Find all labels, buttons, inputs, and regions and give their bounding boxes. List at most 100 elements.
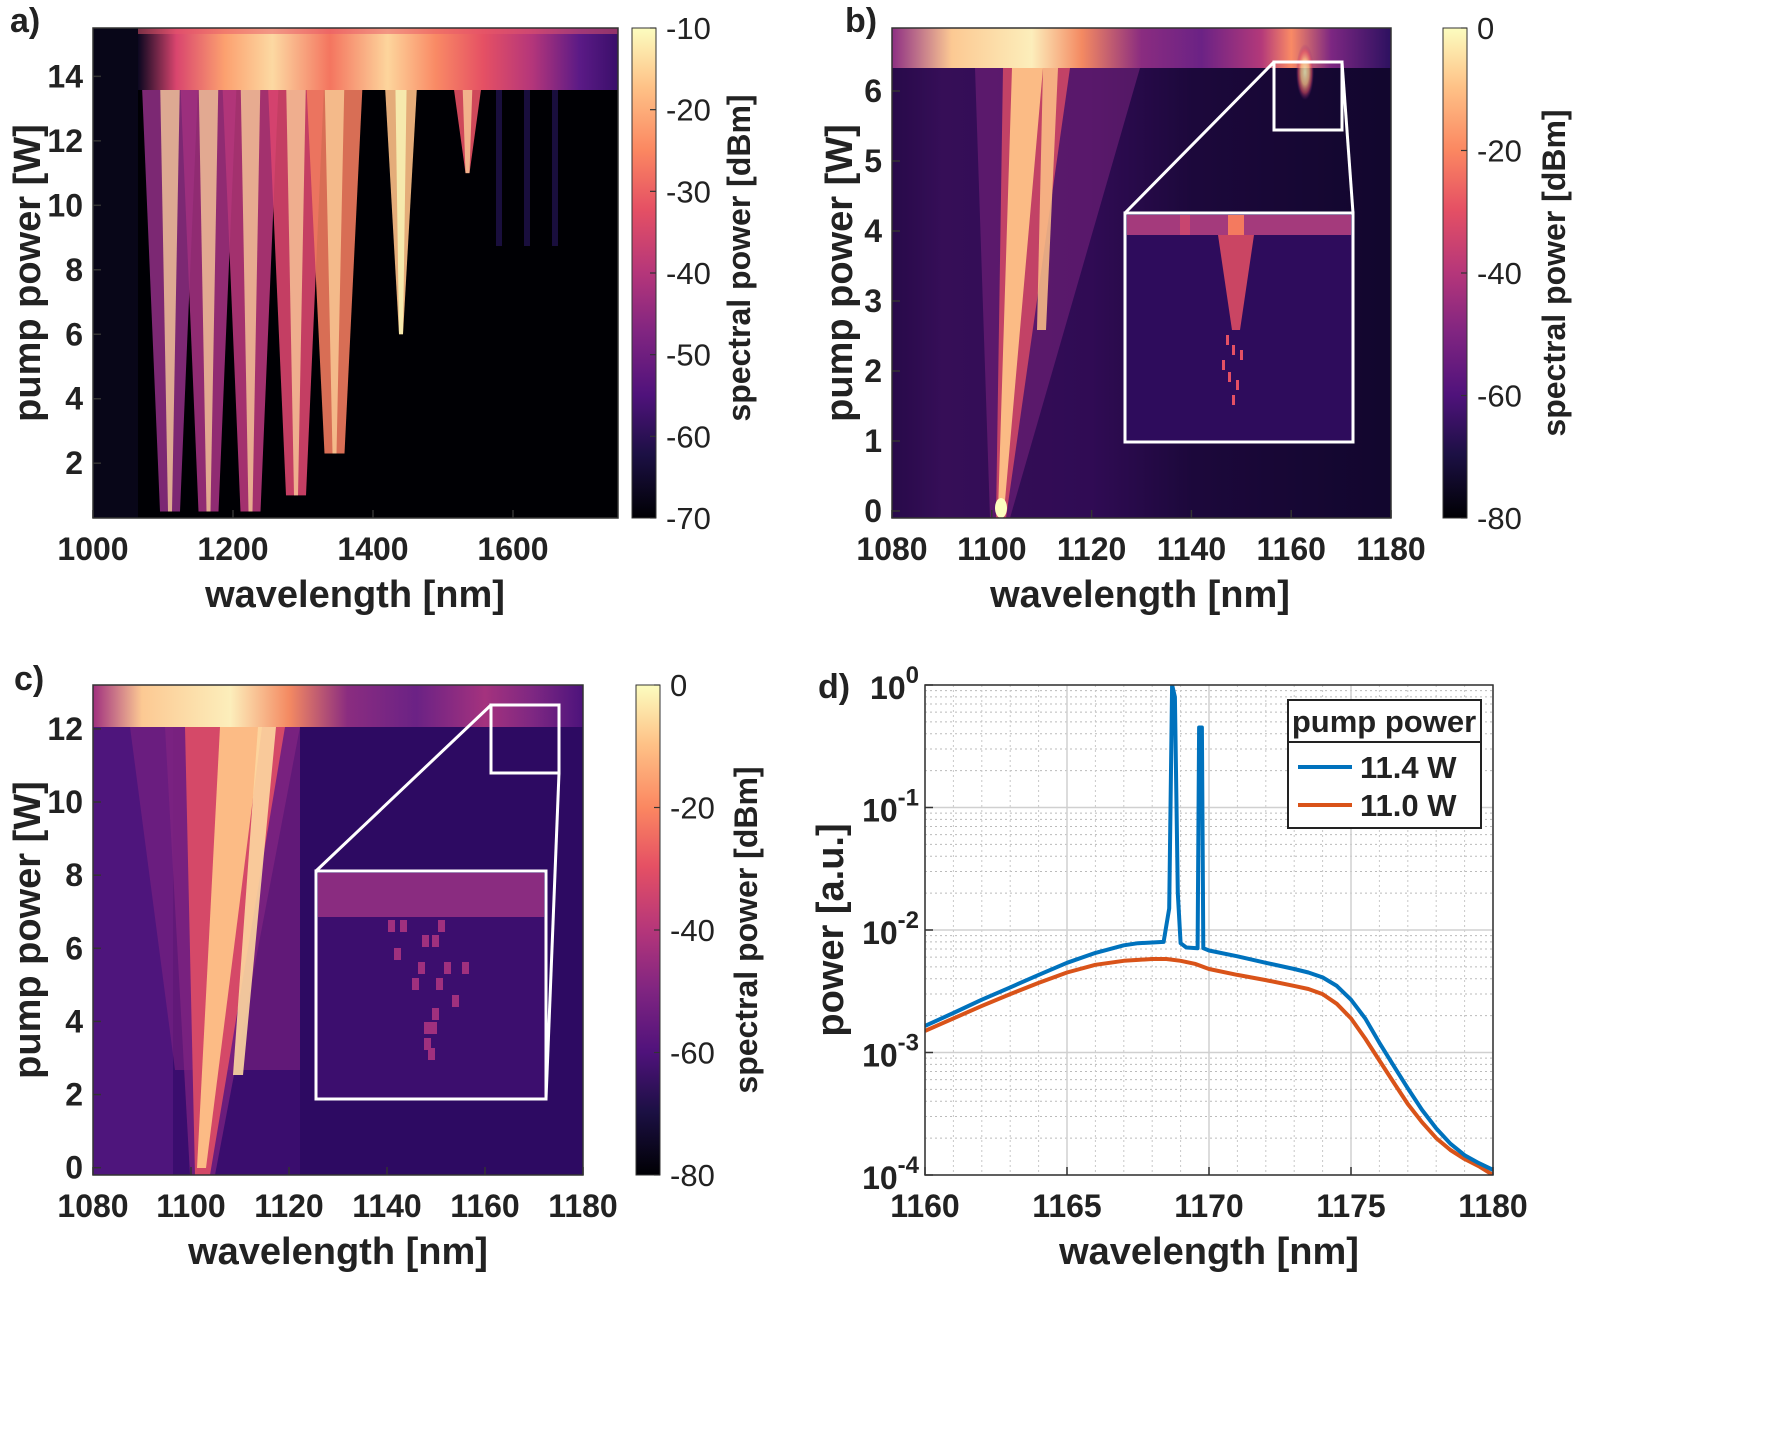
panel-d-legend: pump power 11.4 W 11.0 W <box>1287 699 1482 829</box>
x-tick-label: 1400 <box>337 531 408 567</box>
x-tick-label: 1140 <box>352 1188 421 1224</box>
panel-a-y-ticks: 2 4 6 8 10 12 14 <box>47 58 101 481</box>
x-tick-label: 1170 <box>1174 1188 1243 1224</box>
panel-b-colorbar-ticks: 0 -20 -40 -60 -80 <box>1461 11 1522 536</box>
panel-c-y-axis-title: pump power [W] <box>7 781 49 1079</box>
panel-a-label: a) <box>10 2 40 40</box>
x-tick-label: 1160 <box>1256 531 1325 567</box>
panel-a-cascade-core <box>240 86 261 512</box>
panel-b-frame <box>891 27 1392 519</box>
x-tick-label: 1180 <box>1458 1188 1527 1224</box>
x-tick-label: 1120 <box>254 1188 323 1224</box>
panel-a-cascade-core <box>160 86 180 512</box>
panel-b-inset <box>1123 60 1355 444</box>
panel-d-y-ticks: 100 10-1 10-2 10-3 10-4 <box>862 662 933 1196</box>
panel-c-inset-spike <box>400 920 407 932</box>
panel-c-inset-spike <box>388 920 395 932</box>
panel-c-x-axis-title: wavelength [nm] <box>187 1231 488 1273</box>
panel-a-cascade-core <box>395 86 407 335</box>
panel-b-label: b) <box>845 2 877 40</box>
panel-c-colorbar-ticks: 0 -20 -40 -60 -80 <box>654 668 715 1193</box>
y-tick-label: 100 <box>870 662 919 706</box>
panel-b-inset-spike <box>1232 345 1235 355</box>
panel-a-y-axis-title: pump power [W] <box>7 124 49 422</box>
legend-entry-11-4W: 11.4 W <box>1360 750 1457 785</box>
colorbar-tick-label: -40 <box>666 256 711 291</box>
panel-b-inset-peak <box>1218 235 1254 330</box>
y-tick-label: 6 <box>65 930 83 966</box>
y-tick-label: 12 <box>47 711 83 747</box>
colorbar-tick-label: -10 <box>666 11 711 46</box>
panel-c-colorbar-title: spectral power [dBm] <box>728 766 764 1093</box>
y-tick-label: 2 <box>864 353 882 389</box>
colorbar-tick-label: -80 <box>670 1158 715 1193</box>
legend-title: pump power <box>1292 704 1476 739</box>
series-line-114 <box>925 685 1493 1172</box>
panel-c-x-ticks: 1080 1100 1120 1140 1160 1180 <box>57 1167 618 1224</box>
panel-c-second-line <box>233 727 276 1075</box>
x-tick-label: 1080 <box>57 1188 128 1224</box>
colorbar-tick-label: -20 <box>666 93 711 128</box>
y-tick-label: 3 <box>864 283 882 319</box>
panel-d-x-axis-title: wavelength [nm] <box>1058 1231 1359 1273</box>
panel-b: b) 1080 1100 1120 1140 1160 1180 0 1 2 3 4 5 6 <box>819 2 1572 616</box>
panel-a-faint-trace <box>496 86 502 247</box>
y-tick-label: 10-2 <box>862 907 919 951</box>
colorbar-tick-label: -60 <box>670 1036 715 1071</box>
colorbar-tick-label: -20 <box>670 791 715 826</box>
panel-c-inset-spike <box>432 1008 439 1020</box>
legend-entry-11-0W: 11.0 W <box>1360 788 1457 823</box>
panel-c-zoom-box <box>489 703 561 775</box>
panel-a-x-ticks: 1000 1200 1400 1600 <box>57 510 549 567</box>
panel-b-colorbar-title: spectral power [dBm] <box>1536 109 1572 436</box>
y-tick-label: 12 <box>47 123 83 159</box>
panel-b-y-ticks: 0 1 2 3 4 5 6 <box>864 73 900 529</box>
series-line-110 <box>925 957 1493 1175</box>
x-tick-label: 1160 <box>450 1188 519 1224</box>
panel-c-inset-spike <box>412 978 419 990</box>
colorbar-tick-label: 0 <box>670 668 687 703</box>
x-tick-label: 1100 <box>957 531 1026 567</box>
y-tick-label: 10-3 <box>862 1030 919 1074</box>
panel-d-label: d) <box>818 668 850 706</box>
x-tick-label: 1165 <box>1032 1188 1101 1224</box>
y-tick-label: 10 <box>47 784 83 820</box>
panel-d: d) 1160 1165 1170 1175 1180 10010-110-210-31… <box>810 662 1528 1273</box>
panel-a-cascade-core <box>286 86 306 496</box>
y-tick-label: 4 <box>864 213 882 249</box>
panel-a-x-axis-title: wavelength [nm] <box>204 574 505 616</box>
x-tick-label: 1160 <box>890 1188 959 1224</box>
x-tick-label: 1120 <box>1057 531 1126 567</box>
colorbar-tick-label: -40 <box>1477 256 1522 291</box>
panel-a-supercontinuum-band <box>138 28 618 90</box>
y-tick-label: 8 <box>65 252 83 288</box>
x-tick-label: 1140 <box>1157 531 1226 567</box>
colorbar-tick-label: -30 <box>666 174 711 209</box>
y-tick-label: 10 <box>47 187 83 223</box>
panel-c-inset-spike <box>436 978 443 990</box>
panel-b-inset-spike <box>1232 395 1235 405</box>
y-tick-label: 8 <box>65 857 83 893</box>
y-tick-label: 4 <box>65 1003 83 1039</box>
panel-b-x-axis-title: wavelength [nm] <box>989 574 1290 616</box>
panel-a-cascade-core <box>462 86 473 174</box>
panel-c-label: c) <box>14 660 44 698</box>
y-tick-label: 0 <box>864 493 882 529</box>
panel-a-noise-region <box>93 28 138 518</box>
colorbar-tick-label: -70 <box>666 501 711 536</box>
panel-c-y-ticks: 0 2 4 6 8 10 12 <box>47 711 101 1186</box>
panel-b-zoom-box <box>1272 60 1344 132</box>
panel-d-series <box>925 685 1493 1175</box>
y-tick-label: 6 <box>65 316 83 352</box>
panel-a-colorbar-title: spectral power [dBm] <box>721 94 757 421</box>
panel-a-cascade-core <box>324 86 345 454</box>
panel-c-inset-spike <box>452 995 459 1007</box>
y-tick-label: 10-1 <box>862 785 919 829</box>
panel-b-x-ticks: 1080 1100 1120 1140 1160 1180 <box>856 510 1426 567</box>
panel-c-inset-spike <box>394 948 401 960</box>
panel-c-inset <box>314 703 561 1101</box>
panel-c-inset-spike <box>430 1022 437 1034</box>
panel-a: a) 1000 1200 1400 1600 2 4 6 8 10 12 14 wavelengt… <box>7 2 757 616</box>
colorbar-tick-label: -80 <box>1477 501 1522 536</box>
panel-a-frame <box>92 27 619 519</box>
